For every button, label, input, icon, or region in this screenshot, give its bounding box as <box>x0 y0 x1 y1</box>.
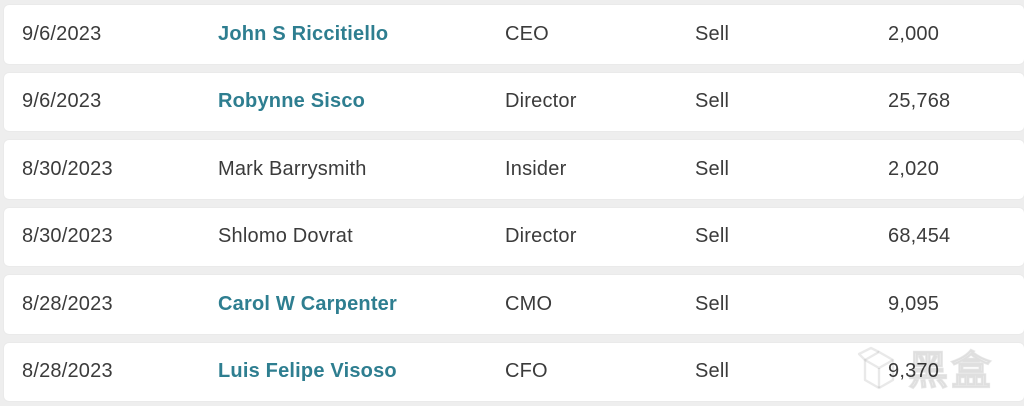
cell-insider-name: Mark Barrysmith <box>218 157 367 180</box>
table-row: 9/6/2023 John S Riccitiello CEO Sell 2,0… <box>4 5 1024 64</box>
table-row: 9/6/2023 Robynne Sisco Director Sell 25,… <box>4 72 1024 131</box>
cell-shares: 9,095 <box>888 292 940 315</box>
cell-transaction-type: Sell <box>695 292 730 315</box>
cell-shares: 2,000 <box>888 22 940 45</box>
cell-shares: 2,020 <box>888 157 940 180</box>
cell-title: Director <box>505 225 577 248</box>
cell-transaction-type: Sell <box>695 90 730 113</box>
cell-transaction-type: Sell <box>695 225 730 248</box>
cell-title: CMO <box>505 292 553 315</box>
cell-title: CFO <box>505 360 548 383</box>
table-row: 8/30/2023 Mark Barrysmith Insider Sell 2… <box>4 140 1024 199</box>
cell-insider-name: Shlomo Dovrat <box>218 225 353 248</box>
table-row: 8/28/2023 Luis Felipe Visoso CFO Sell 9,… <box>4 342 1024 401</box>
table-row: 8/30/2023 Shlomo Dovrat Director Sell 68… <box>4 207 1024 266</box>
cell-insider-name[interactable]: Robynne Sisco <box>218 90 366 113</box>
cell-title: Insider <box>505 157 567 180</box>
cell-shares: 25,768 <box>888 90 951 113</box>
cell-title: Director <box>505 90 577 113</box>
cell-shares: 68,454 <box>888 225 951 248</box>
cell-insider-name[interactable]: Luis Felipe Visoso <box>218 360 397 383</box>
cell-transaction-type: Sell <box>695 22 730 45</box>
cell-date: 8/30/2023 <box>22 157 113 180</box>
cell-date: 9/6/2023 <box>22 90 102 113</box>
cell-title: CEO <box>505 22 549 45</box>
cell-date: 9/6/2023 <box>22 22 102 45</box>
cell-insider-name[interactable]: Carol W Carpenter <box>218 292 397 315</box>
cell-shares: 9,370 <box>888 360 940 383</box>
cell-transaction-type: Sell <box>695 360 730 383</box>
table-row: 8/28/2023 Carol W Carpenter CMO Sell 9,0… <box>4 275 1024 334</box>
cell-insider-name[interactable]: John S Riccitiello <box>218 22 389 45</box>
cell-date: 8/30/2023 <box>22 225 113 248</box>
cell-date: 8/28/2023 <box>22 292 113 315</box>
cell-transaction-type: Sell <box>695 157 730 180</box>
cell-date: 8/28/2023 <box>22 360 113 383</box>
